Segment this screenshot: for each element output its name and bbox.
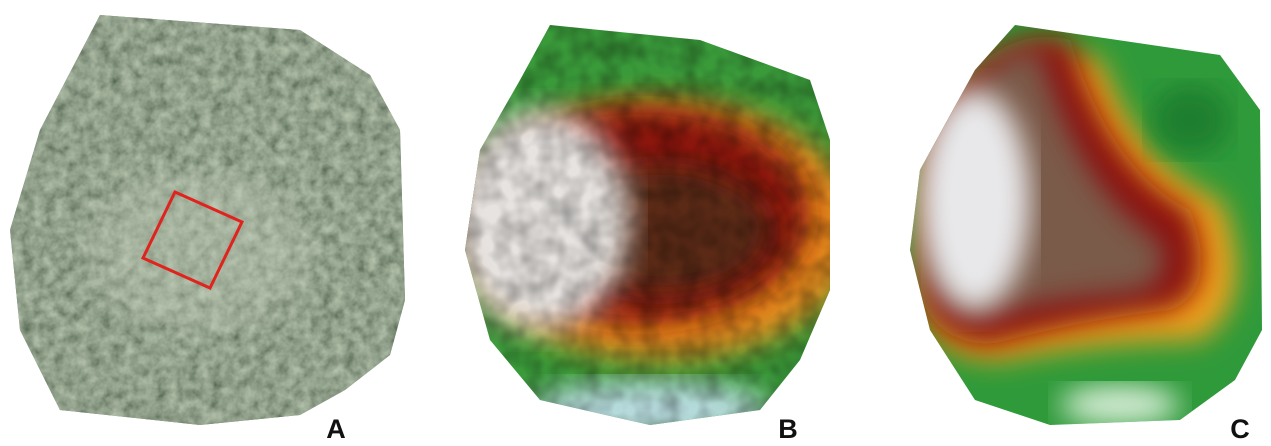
dtm-lowest [1060, 385, 1180, 425]
panel-a [0, 10, 410, 430]
panel-label: A [326, 414, 346, 441]
dtm-peak [920, 90, 1030, 310]
dsm-texture [460, 20, 840, 430]
panel-c [905, 20, 1270, 430]
panel-label: B [778, 414, 798, 441]
dtm-low [1150, 85, 1230, 155]
figure: A B C [0, 0, 1271, 441]
panel-b [450, 20, 860, 440]
panel-label: C [1230, 414, 1250, 441]
highlight [90, 170, 310, 330]
